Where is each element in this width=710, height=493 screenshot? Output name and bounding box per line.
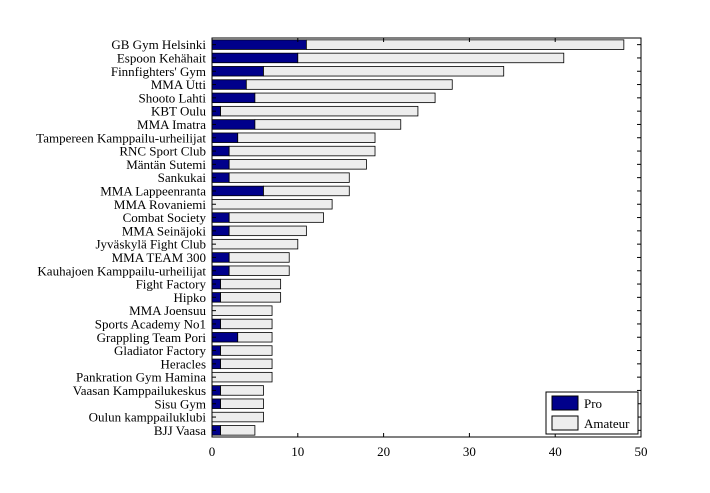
category-label: Mäntän Sutemi	[126, 157, 206, 172]
category-label: BJJ Vaasa	[154, 423, 206, 438]
category-label: MMA Utti	[151, 77, 207, 92]
category-label: Sports Academy No1	[95, 316, 206, 331]
bar-amateur-5	[220, 105, 419, 117]
category-label: MMA TEAM 300	[112, 250, 206, 265]
bar-amateur-28	[211, 411, 264, 423]
bar-amateur-21	[220, 318, 273, 330]
category-label: Finnfighters' Gym	[111, 64, 206, 79]
category-label: Sankukai	[158, 170, 207, 185]
bar-amateur-22	[237, 332, 273, 343]
category-label: MMA Lappeenranta	[100, 183, 206, 198]
category-label: Heracles	[161, 356, 206, 371]
bar-pro-1	[211, 52, 299, 64]
category-label: MMA Seinäjoki	[122, 223, 207, 238]
bar-pro-3	[211, 79, 247, 90]
bar-amateur-10	[228, 172, 350, 183]
x-tick-label: 20	[377, 444, 390, 459]
bar-amateur-3	[245, 79, 453, 90]
bar-amateur-2	[263, 66, 505, 77]
category-label: Sisu Gym	[154, 396, 206, 411]
category-label: Tampereen Kamppailu-urheilijat	[36, 130, 206, 145]
category-label: RNC Sport Club	[119, 144, 206, 159]
category-label: MMA Imatra	[137, 117, 206, 132]
bar-amateur-16	[228, 252, 290, 263]
legend-label-amateur: Amateur	[584, 416, 630, 431]
bar-amateur-25	[211, 371, 273, 383]
bar-amateur-27	[220, 398, 264, 409]
bar-amateur-19	[220, 292, 282, 303]
category-label: Vaasan Kamppailukeskus	[73, 383, 206, 398]
category-label: MMA Joensuu	[129, 303, 206, 318]
legend-swatch-amateur	[551, 415, 579, 431]
bar-amateur-8	[228, 145, 376, 157]
bar-amateur-7	[237, 132, 376, 143]
bar-amateur-18	[220, 278, 282, 290]
bar-amateur-20	[211, 305, 273, 316]
bar-pro-6	[211, 119, 256, 130]
category-label: MMA Rovaniemi	[114, 197, 206, 212]
bar-amateur-0	[305, 39, 625, 50]
bar-amateur-6	[254, 119, 402, 130]
bar-pro-2	[211, 66, 264, 77]
category-label: Jyväskylä Fight Club	[95, 237, 206, 252]
x-tick-label: 30	[463, 444, 476, 459]
category-label: Fight Factory	[136, 277, 207, 292]
bars-group	[211, 39, 625, 436]
bar-amateur-14	[228, 225, 307, 237]
category-label: Oulun kamppailuklubi	[89, 410, 207, 425]
category-label: Grappling Team Pori	[97, 330, 207, 345]
category-label: Hipko	[174, 290, 207, 305]
bar-amateur-11	[263, 185, 350, 197]
x-tick-label: 50	[635, 444, 648, 459]
bar-amateur-12	[211, 199, 333, 210]
bar-amateur-15	[211, 238, 299, 250]
category-label: Espoon Kehähait	[117, 50, 207, 65]
x-tick-label: 40	[549, 444, 562, 459]
legend: Pro Amateur	[545, 391, 639, 435]
plot-frame	[211, 37, 642, 438]
bar-pro-4	[211, 92, 256, 104]
legend-swatch-pro	[551, 395, 579, 411]
bar-amateur-26	[220, 385, 264, 396]
bar-pro-0	[211, 39, 307, 50]
bar-amateur-1	[297, 52, 565, 64]
category-label: KBT Oulu	[151, 104, 207, 119]
bar-amateur-29	[220, 425, 256, 436]
bar-pro-11	[211, 185, 264, 197]
category-label: Pankration Gym Hamina	[76, 370, 206, 385]
legend-label-pro: Pro	[584, 396, 602, 411]
category-label: Shooto Lahti	[138, 90, 206, 105]
bar-amateur-24	[220, 358, 273, 370]
bar-amateur-17	[228, 265, 290, 276]
category-label: Gladiator Factory	[114, 343, 207, 358]
bar-amateur-13	[228, 212, 324, 223]
bar-amateur-9	[228, 159, 367, 170]
bar-amateur-23	[220, 345, 273, 356]
category-label: Kauhajoen Kamppailu-urheilijat	[37, 263, 206, 278]
bar-amateur-4	[254, 92, 436, 104]
x-axis-ticks: 0 10 20 30 40 50	[209, 38, 648, 459]
x-tick-label: 10	[291, 444, 304, 459]
category-label: GB Gym Helsinki	[111, 37, 206, 52]
x-tick-label: 0	[209, 444, 216, 459]
category-label: Combat Society	[123, 210, 207, 225]
